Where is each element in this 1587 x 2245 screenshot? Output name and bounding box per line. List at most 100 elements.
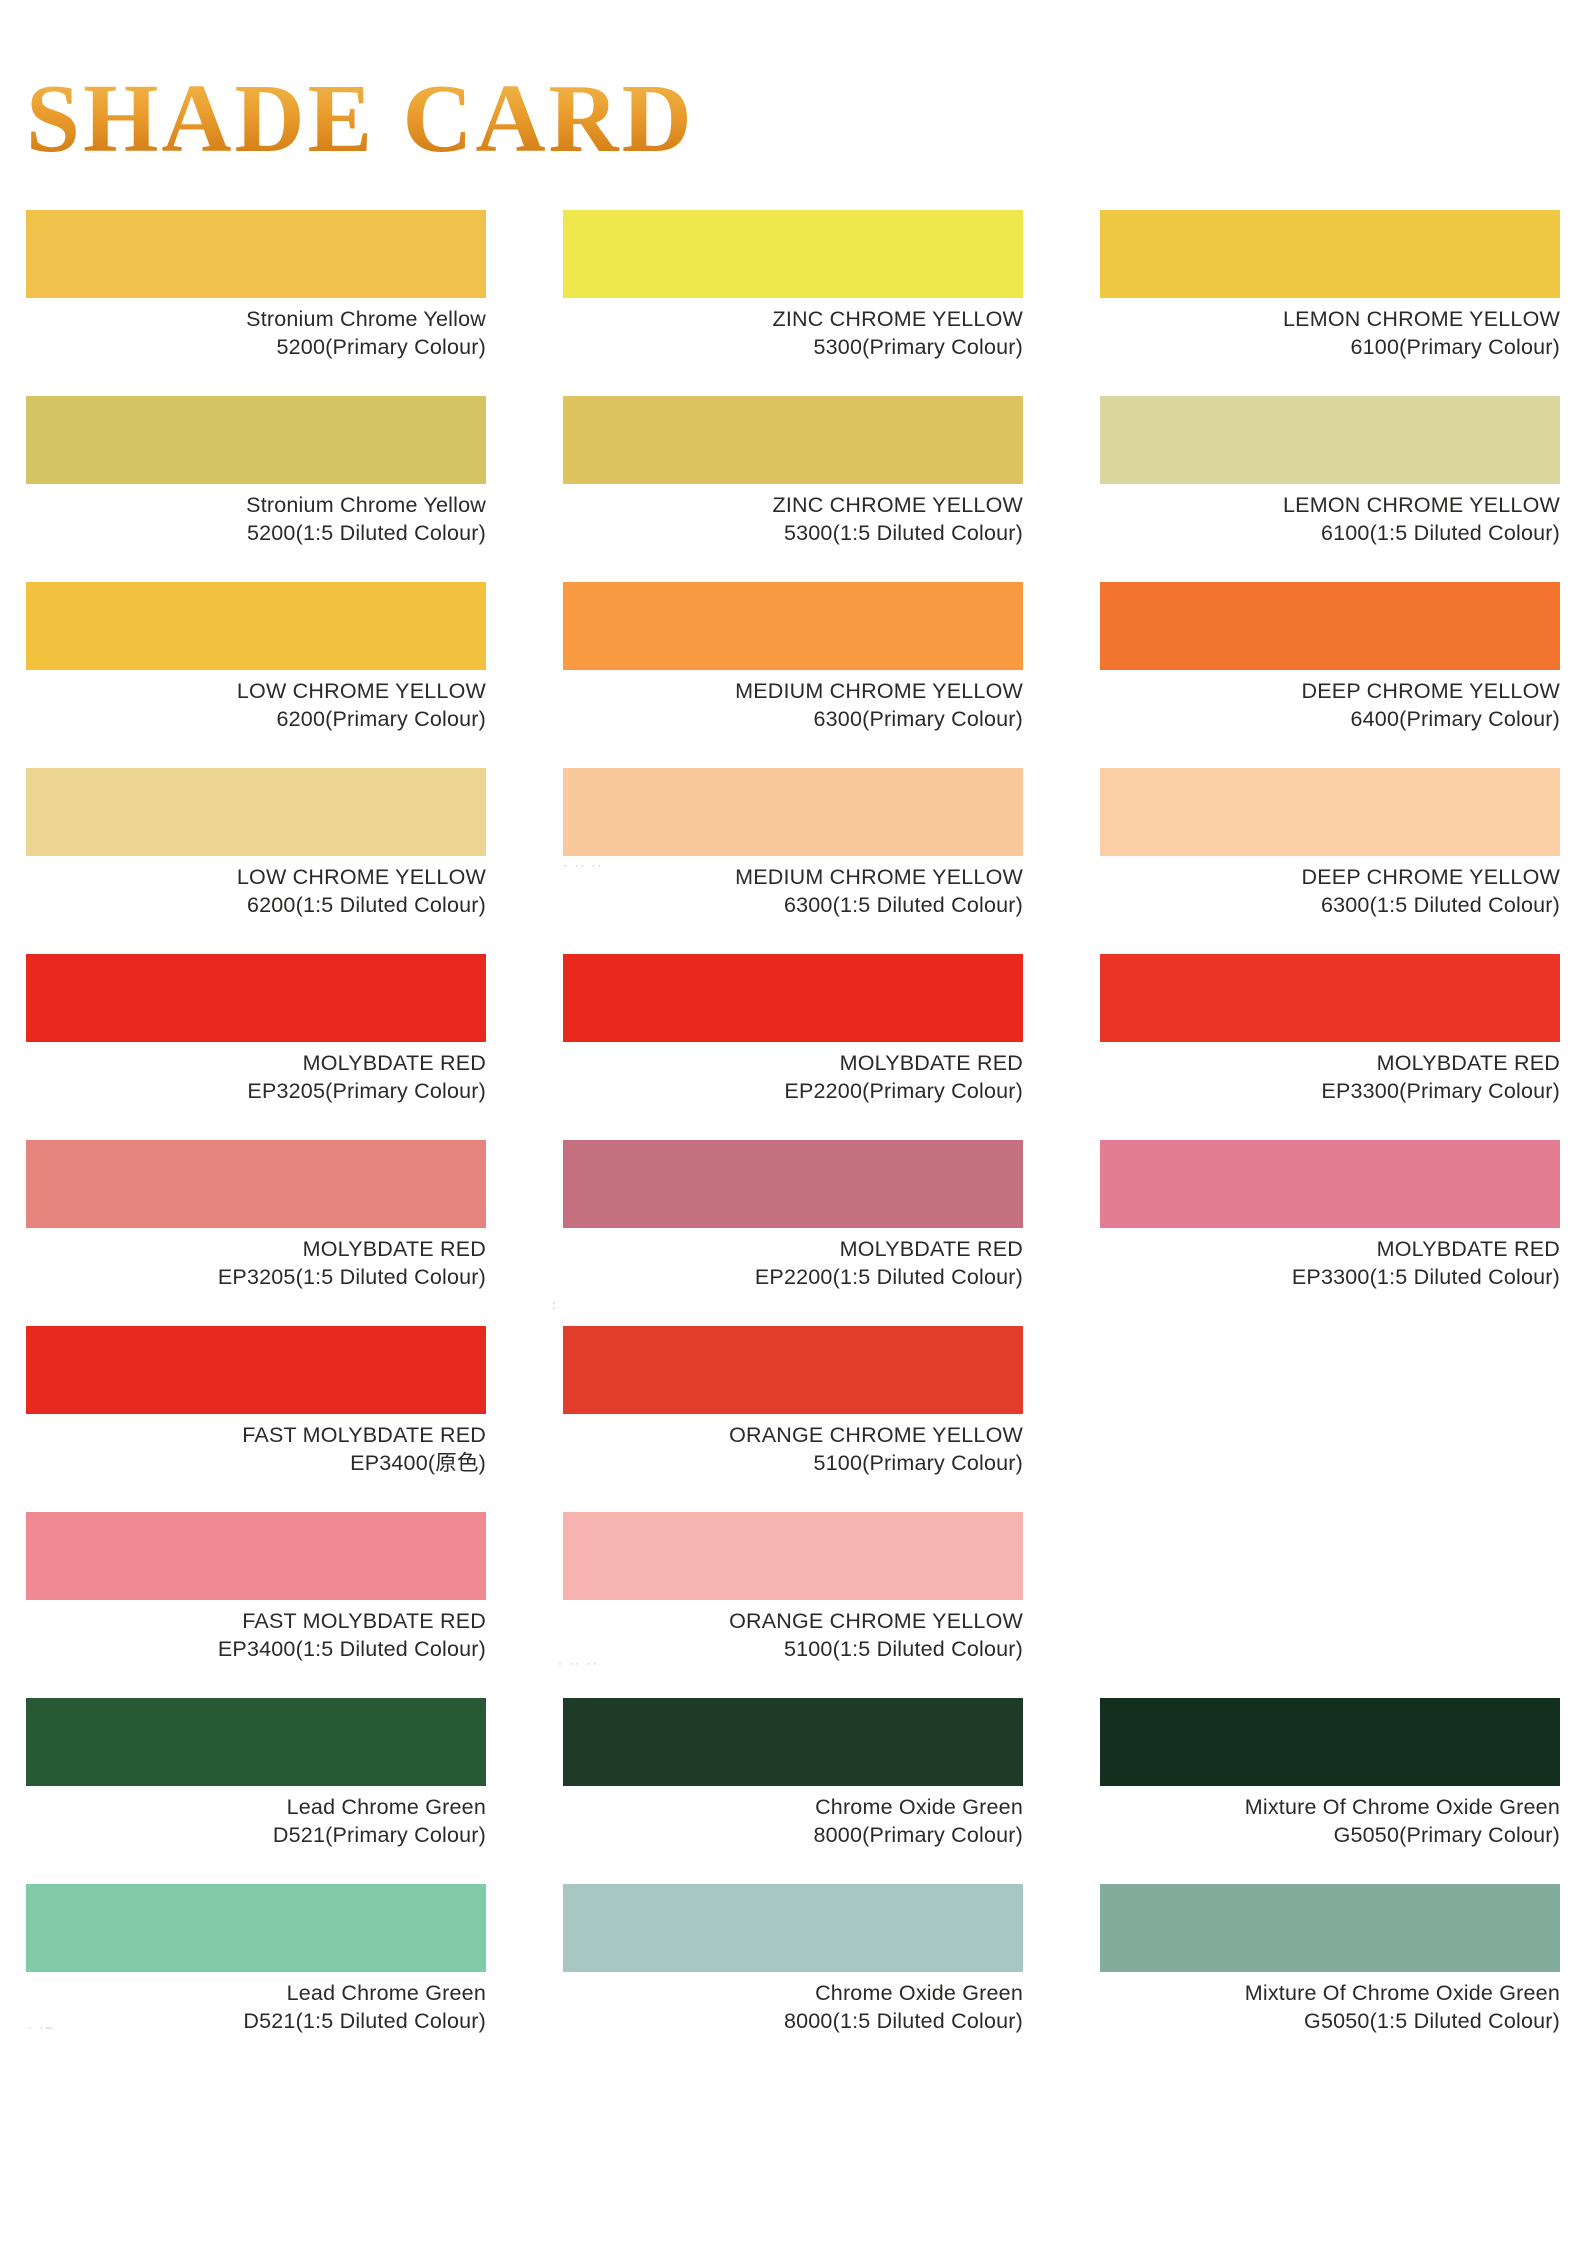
swatch-code: 5200(Primary Colour) — [276, 335, 486, 359]
swatch-code: EP3300(1:5 Diluted Colour) — [1291, 1265, 1560, 1289]
color-swatch — [563, 768, 1023, 856]
swatch-name: MEDIUM CHROME YELLOW — [735, 679, 1023, 703]
color-swatch — [563, 396, 1023, 484]
swatch-label: Chrome Oxide Green 8000(Primary Colour) — [563, 1793, 1023, 1849]
swatch-label: MOLYBDATE RED EP3300(Primary Colour) — [1100, 1049, 1560, 1105]
swatch-name: ZINC CHROME YELLOW — [772, 493, 1023, 517]
color-swatch — [26, 1326, 486, 1414]
swatch-cell: MOLYBDATE RED EP3300(Primary Colour) — [1100, 954, 1560, 1140]
swatch-cell: MEDIUM CHROME YELLOW 6300(1:5 Diluted Col… — [563, 768, 1023, 954]
swatch-cell: ORANGE CHROME YELLOW 5100(1:5 Diluted Col… — [563, 1512, 1023, 1698]
swatch-label: FAST MOLYBDATE RED EP3400(原色) — [26, 1421, 486, 1477]
color-swatch — [563, 582, 1023, 670]
swatch-label: MOLYBDATE RED EP3300(1:5 Diluted Colour) — [1100, 1235, 1560, 1291]
swatch-cell: DEEP CHROME YELLOW 6400(Primary Colour) — [1100, 582, 1560, 768]
swatch-cell: LEMON CHROME YELLOW 6100(Primary Colour) — [1100, 210, 1560, 396]
swatch-code: EP3400(原色) — [350, 1451, 486, 1475]
color-swatch — [26, 582, 486, 670]
empty-cell — [1100, 1326, 1560, 1512]
swatch-cell: MOLYBDATE RED EP2200(Primary Colour) — [563, 954, 1023, 1140]
swatch-name: MOLYBDATE RED — [302, 1051, 486, 1075]
color-swatch — [563, 210, 1023, 298]
swatch-code: 6300(Primary Colour) — [813, 707, 1023, 731]
swatch-cell: MOLYBDATE RED EP3205(Primary Colour) — [26, 954, 486, 1140]
swatch-cell: Lead Chrome Green D521(1:5 Diluted Colour… — [26, 1884, 486, 2070]
swatch-cell: LEMON CHROME YELLOW 6100(1:5 Diluted Colo… — [1100, 396, 1560, 582]
swatch-label: ORANGE CHROME YELLOW 5100(1:5 Diluted Col… — [563, 1607, 1023, 1663]
swatch-code: 6300(1:5 Diluted Colour) — [1320, 893, 1560, 917]
swatch-code: G5050(1:5 Diluted Colour) — [1304, 2009, 1560, 2033]
color-swatch — [1100, 1140, 1560, 1228]
swatch-cell: MOLYBDATE RED EP3300(1:5 Diluted Colour) — [1100, 1140, 1560, 1326]
swatch-cell: MOLYBDATE RED EP2200(1:5 Diluted Colour) — [563, 1140, 1023, 1326]
print-artifact: : — [552, 1298, 558, 1312]
swatch-code: D521(1:5 Diluted Colour) — [243, 2009, 486, 2033]
swatch-code: EP2200(Primary Colour) — [784, 1079, 1023, 1103]
swatch-label: MEDIUM CHROME YELLOW 6300(Primary Colour) — [563, 677, 1023, 733]
swatch-cell: Chrome Oxide Green 8000(Primary Colour) — [563, 1698, 1023, 1884]
color-swatch — [26, 396, 486, 484]
swatch-label: MOLYBDATE RED EP3205(1:5 Diluted Colour) — [26, 1235, 486, 1291]
swatch-cell: Stronium Chrome Yellow 5200(Primary Colou… — [26, 210, 486, 396]
swatch-name: MOLYBDATE RED — [839, 1237, 1023, 1261]
color-swatch — [1100, 210, 1560, 298]
swatch-name: Stronium Chrome Yellow — [246, 307, 486, 331]
color-swatch — [563, 1884, 1023, 1972]
swatch-cell: Lead Chrome Green D521(Primary Colour) — [26, 1698, 486, 1884]
print-artifact: · ·– — [28, 2020, 54, 2034]
swatch-name: LEMON CHROME YELLOW — [1283, 493, 1560, 517]
swatch-cell: ORANGE CHROME YELLOW 5100(Primary Colour) — [563, 1326, 1023, 1512]
swatch-name: ORANGE CHROME YELLOW — [729, 1609, 1023, 1633]
swatch-name: ZINC CHROME YELLOW — [772, 307, 1023, 331]
color-swatch — [26, 1884, 486, 1972]
swatch-cell: MOLYBDATE RED EP3205(1:5 Diluted Colour) — [26, 1140, 486, 1326]
color-swatch — [563, 954, 1023, 1042]
color-swatch — [26, 210, 486, 298]
swatch-name: LEMON CHROME YELLOW — [1283, 307, 1560, 331]
swatch-code: EP3400(1:5 Diluted Colour) — [217, 1637, 486, 1661]
swatch-code: 5100(Primary Colour) — [813, 1451, 1023, 1475]
swatch-label: Chrome Oxide Green 8000(1:5 Diluted Colou… — [563, 1979, 1023, 2035]
swatch-label: DEEP CHROME YELLOW 6400(Primary Colour) — [1100, 677, 1560, 733]
swatch-cell: ZINC CHROME YELLOW 5300(Primary Colour) — [563, 210, 1023, 396]
swatch-code: EP3300(Primary Colour) — [1321, 1079, 1560, 1103]
print-artifact: · ·· ·· — [558, 1656, 599, 1670]
page-title: SHADE CARD — [26, 65, 695, 172]
swatch-cell: Mixture Of Chrome Oxide Green G5050(1:5 D… — [1100, 1884, 1560, 2070]
swatch-label: MEDIUM CHROME YELLOW 6300(1:5 Diluted Col… — [563, 863, 1023, 919]
swatch-cell: Mixture Of Chrome Oxide Green G5050(Prima… — [1100, 1698, 1560, 1884]
swatch-code: 8000(Primary Colour) — [813, 1823, 1023, 1847]
color-swatch — [1100, 582, 1560, 670]
swatch-cell: ZINC CHROME YELLOW 5300(1:5 Diluted Colou… — [563, 396, 1023, 582]
swatch-label: LEMON CHROME YELLOW 6100(Primary Colour) — [1100, 305, 1560, 361]
swatch-name: DEEP CHROME YELLOW — [1301, 679, 1560, 703]
swatch-name: FAST MOLYBDATE RED — [242, 1609, 486, 1633]
swatch-code: 6100(1:5 Diluted Colour) — [1320, 521, 1560, 545]
swatch-label: DEEP CHROME YELLOW 6300(1:5 Diluted Colou… — [1100, 863, 1560, 919]
swatch-label: Stronium Chrome Yellow 5200(Primary Colou… — [26, 305, 486, 361]
swatch-name: ORANGE CHROME YELLOW — [729, 1423, 1023, 1447]
color-swatch — [1100, 768, 1560, 856]
swatch-label: Mixture Of Chrome Oxide Green G5050(Prima… — [1100, 1793, 1560, 1849]
color-swatch — [1100, 954, 1560, 1042]
swatch-code: 6300(1:5 Diluted Colour) — [783, 893, 1023, 917]
swatch-code: 6200(1:5 Diluted Colour) — [246, 893, 486, 917]
swatch-label: ZINC CHROME YELLOW 5300(Primary Colour) — [563, 305, 1023, 361]
swatch-label: ORANGE CHROME YELLOW 5100(Primary Colour) — [563, 1421, 1023, 1477]
swatch-name: Mixture Of Chrome Oxide Green — [1244, 1981, 1560, 2005]
color-swatch — [563, 1140, 1023, 1228]
swatch-name: MEDIUM CHROME YELLOW — [735, 865, 1023, 889]
swatch-cell: FAST MOLYBDATE RED EP3400(1:5 Diluted Col… — [26, 1512, 486, 1698]
color-swatch — [1100, 1698, 1560, 1786]
swatch-name: Chrome Oxide Green — [815, 1795, 1023, 1819]
swatch-code: 8000(1:5 Diluted Colour) — [783, 2009, 1023, 2033]
swatch-name: FAST MOLYBDATE RED — [242, 1423, 486, 1447]
swatch-cell: Stronium Chrome Yellow 5200(1:5 Diluted C… — [26, 396, 486, 582]
swatch-code: 5300(Primary Colour) — [813, 335, 1023, 359]
swatch-label: Lead Chrome Green D521(Primary Colour) — [26, 1793, 486, 1849]
swatch-name: MOLYBDATE RED — [1376, 1051, 1560, 1075]
swatch-name: Mixture Of Chrome Oxide Green — [1244, 1795, 1560, 1819]
swatch-label: MOLYBDATE RED EP3205(Primary Colour) — [26, 1049, 486, 1105]
swatch-code: 6100(Primary Colour) — [1350, 335, 1560, 359]
color-swatch — [563, 1698, 1023, 1786]
